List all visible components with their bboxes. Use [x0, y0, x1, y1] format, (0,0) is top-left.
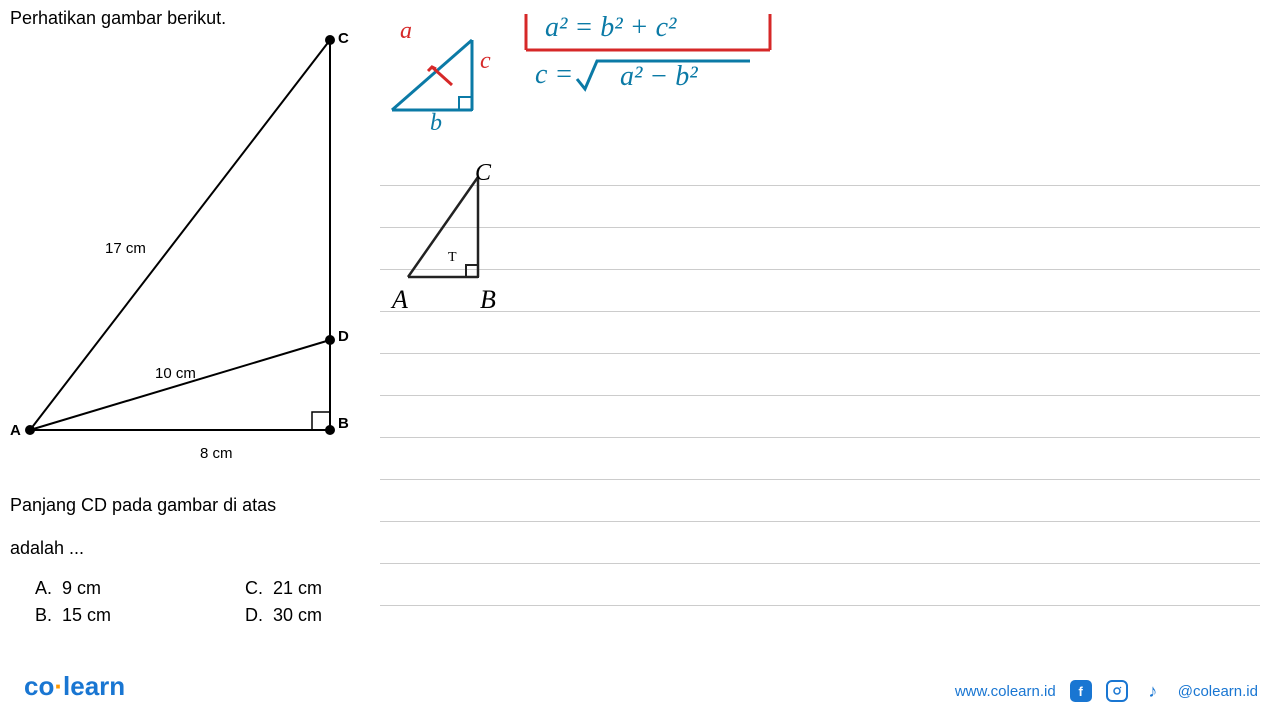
formula-1: a² = b² + c² [545, 12, 676, 44]
option-d: D. 30 cm [245, 605, 355, 626]
hw-label-a: a [400, 18, 412, 45]
footer-right: www.colearn.id f ♪ @colearn.id [955, 680, 1258, 702]
vertex-d-label: D [338, 328, 349, 345]
colearn-logo: co·learn [24, 671, 125, 702]
social-handle: @colearn.id [1178, 683, 1258, 700]
tiktok-icon: ♪ [1142, 680, 1164, 702]
side-ad-label: 10 cm [155, 365, 196, 382]
question-prompt: Panjang CD pada gambar di atas [10, 495, 276, 516]
triangle-svg [10, 30, 350, 450]
sketch-c-label: C [475, 160, 491, 187]
ruled-lines [380, 185, 1260, 665]
question-title: Perhatikan gambar berikut. [10, 8, 226, 29]
option-a: A. 9 cm [35, 578, 145, 599]
handwritten-workspace: a b c a² = b² + c² c = a² − b² C T A B [380, 10, 1260, 650]
hw-label-c: c [480, 48, 491, 75]
formula-2: c = a² − b² [535, 55, 755, 95]
sketch-triangle [390, 165, 510, 295]
vertex-a-label: A [10, 422, 21, 439]
instagram-icon [1106, 680, 1128, 702]
sketch-t-label: T [448, 250, 457, 266]
sketch-b-label: B [480, 285, 496, 315]
sketch-a-label: A [392, 285, 408, 315]
facebook-icon: f [1070, 680, 1092, 702]
side-ab-label: 8 cm [200, 445, 233, 462]
vertex-c-label: C [338, 30, 349, 47]
main-triangle-figure: A B C D 17 cm 10 cm 8 cm [10, 30, 350, 450]
vertex-b-label: B [338, 415, 349, 432]
website-url: www.colearn.id [955, 683, 1056, 700]
option-b: B. 15 cm [35, 605, 145, 626]
hw-label-b: b [430, 110, 442, 137]
question-prompt-2: adalah ... [10, 538, 84, 559]
side-ac-label: 17 cm [105, 240, 146, 257]
answer-options: A. 9 cm C. 21 cm B. 15 cm D. 30 cm [35, 578, 355, 632]
option-c: C. 21 cm [245, 578, 355, 599]
